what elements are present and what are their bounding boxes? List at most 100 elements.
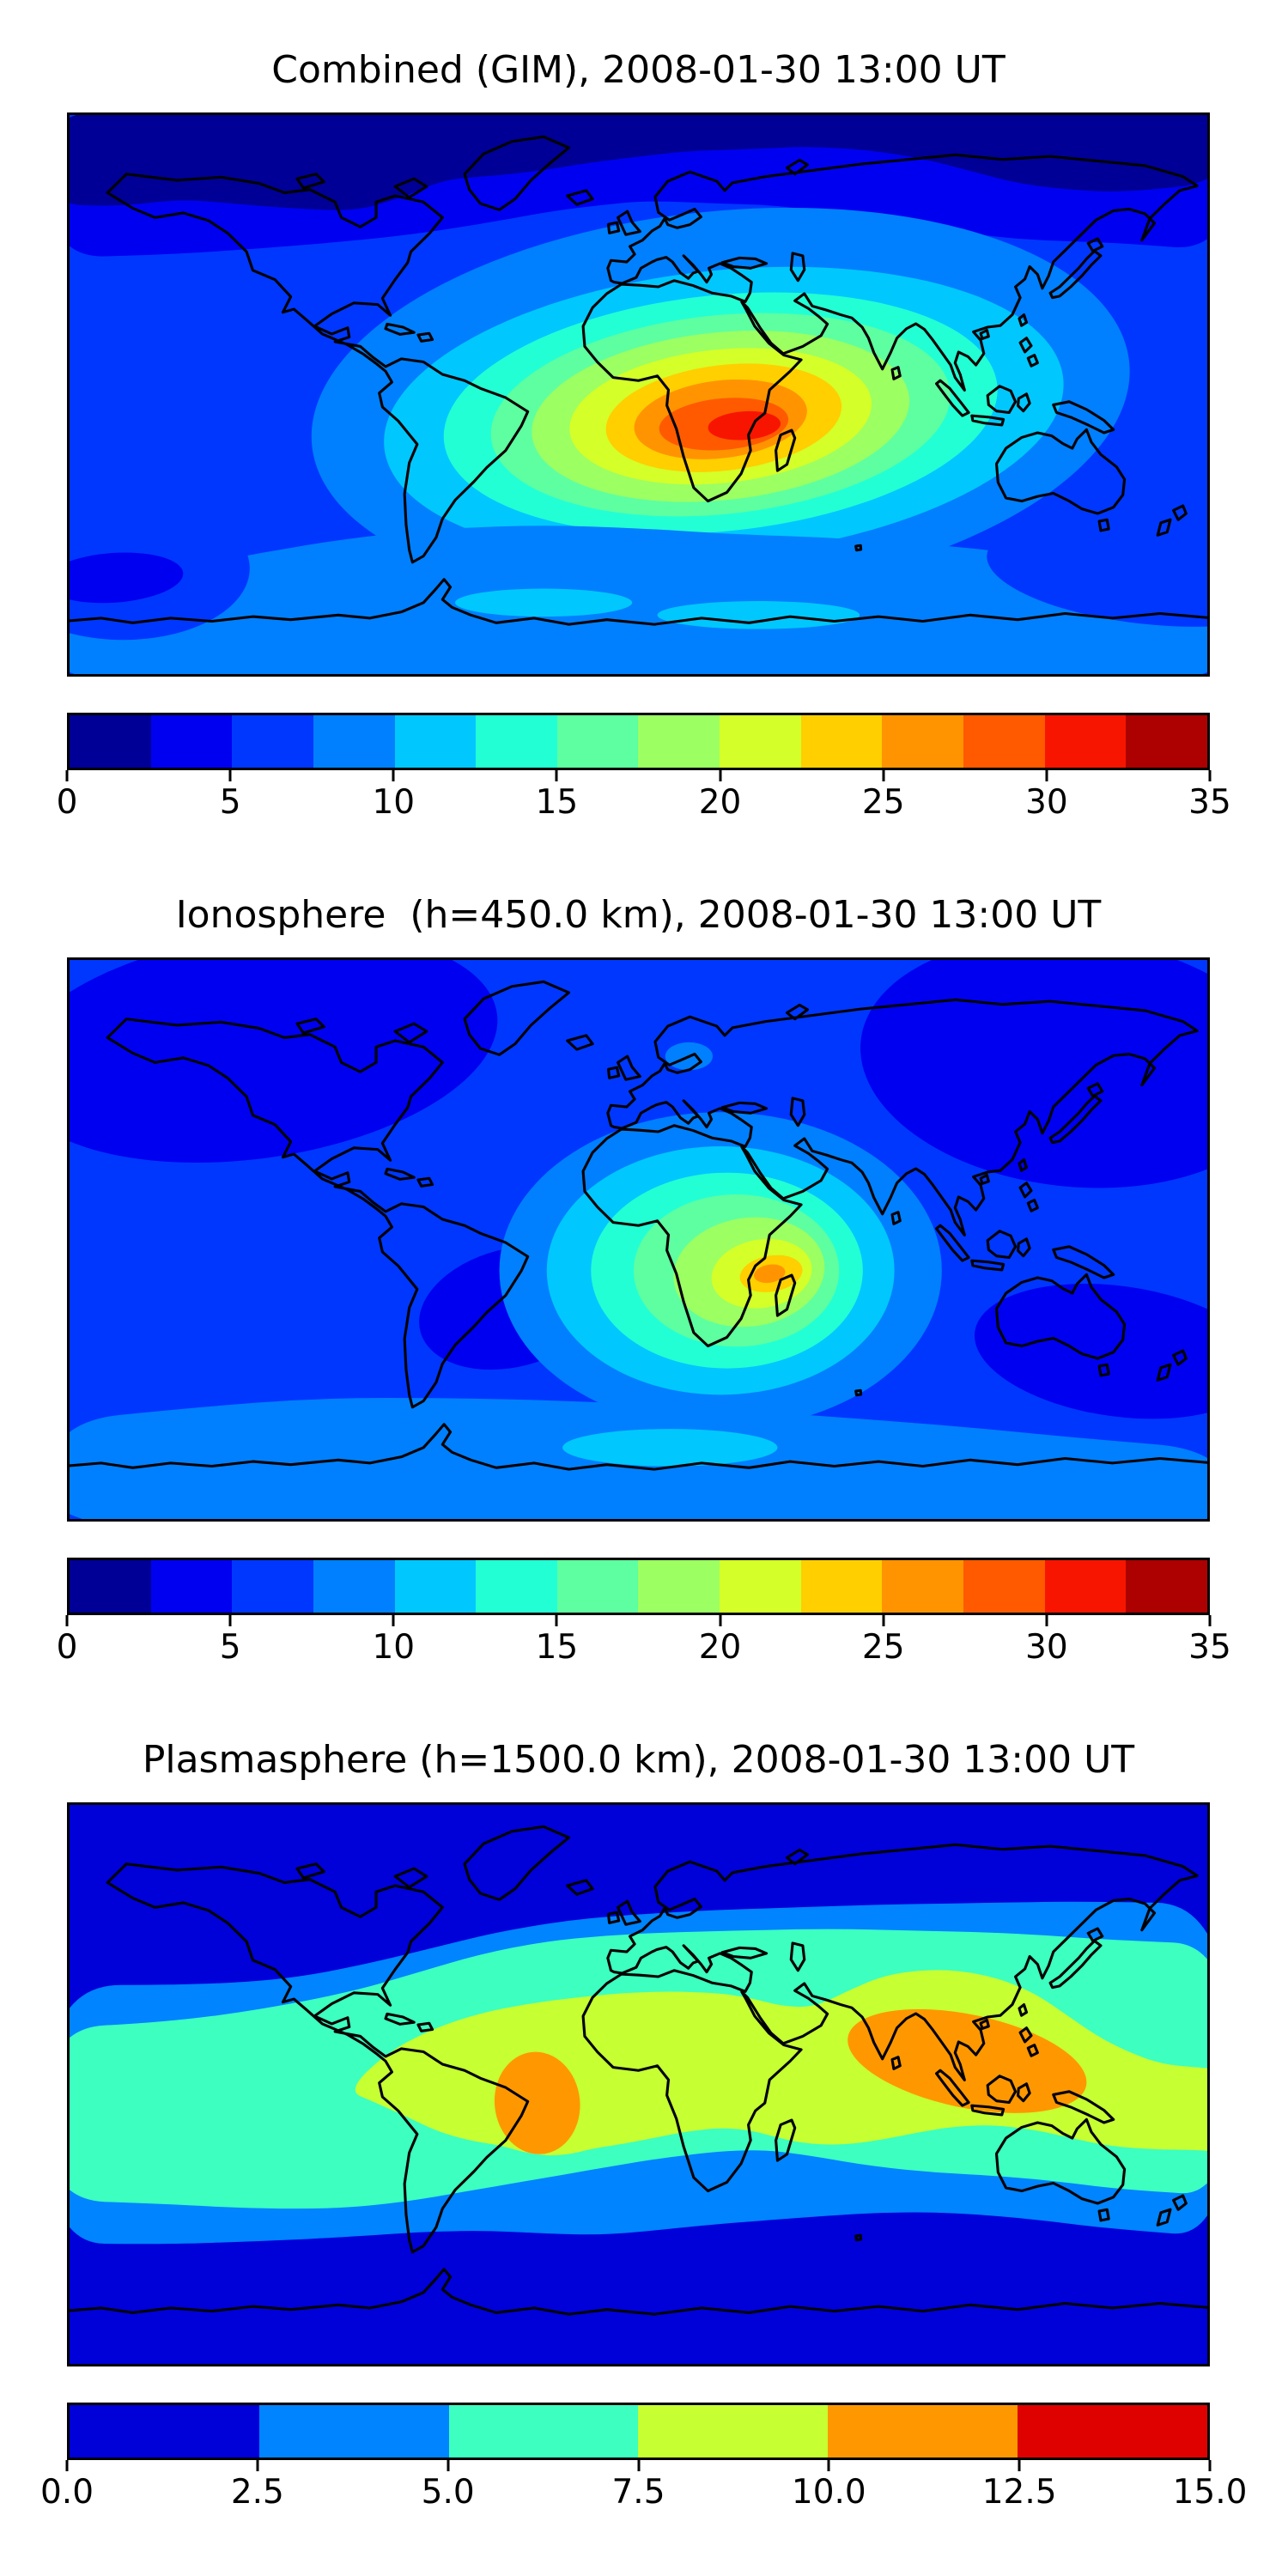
tick-mark xyxy=(392,1615,395,1626)
colorbar-segment xyxy=(232,1560,313,1613)
tick-label: 7.5 xyxy=(611,2473,665,2512)
tick-mark xyxy=(719,770,722,781)
contour-fill-region xyxy=(754,1264,786,1284)
colorbar-segment xyxy=(313,715,395,768)
colorbar-segment xyxy=(313,1560,395,1613)
map-combined-gim xyxy=(67,112,1210,677)
tick-mark xyxy=(65,2460,69,2471)
tick-mark xyxy=(827,2460,830,2471)
tick-label: 10 xyxy=(372,1628,416,1667)
panel-plasmasphere: Plasmasphere (h=1500.0 km), 2008-01-30 1… xyxy=(0,1690,1288,2535)
panel-title-combined-gim: Combined (GIM), 2008-01-30 13:00 UT xyxy=(271,48,1005,92)
tick-mark xyxy=(392,770,395,781)
tick-label: 35 xyxy=(1188,783,1231,822)
colorbar-segment xyxy=(1044,715,1127,768)
contour-fill-region xyxy=(455,588,633,617)
tick-label: 30 xyxy=(1025,783,1068,822)
contour-fill-band xyxy=(70,115,1207,210)
colorbar-segment xyxy=(638,2405,829,2458)
contour-fill-region xyxy=(657,601,860,629)
tick-label: 30 xyxy=(1025,1628,1068,1667)
contour-map-ionosphere xyxy=(70,960,1207,1519)
tick-mark xyxy=(1208,770,1212,781)
colorbar-segment xyxy=(70,715,151,768)
colorbar-ticks-ionosphere xyxy=(65,1615,1212,1627)
colorbar-segment xyxy=(1018,2405,1207,2458)
colorbar-segment xyxy=(1126,715,1207,768)
panel-title-plasmasphere: Plasmasphere (h=1500.0 km), 2008-01-30 1… xyxy=(142,1738,1135,1782)
tick-label: 5 xyxy=(219,1628,241,1667)
tick-label: 5 xyxy=(219,783,241,822)
colorbar-labels-ionosphere: 0 5 10 15 20 25 30 35 xyxy=(57,1628,1231,1669)
colorbar-segment xyxy=(448,2405,639,2458)
colorbar-segment xyxy=(638,715,720,768)
tick-mark xyxy=(637,2460,640,2471)
contour-fill-region xyxy=(494,2051,580,2154)
tick-mark xyxy=(228,1615,232,1626)
map-plasmasphere xyxy=(67,1802,1210,2366)
colorbar-segment xyxy=(394,715,477,768)
colorbar-segment xyxy=(70,2405,259,2458)
contour-fill-region xyxy=(70,552,184,604)
colorbar-segment xyxy=(394,1560,477,1613)
tick-mark xyxy=(447,2460,450,2471)
tick-label: 25 xyxy=(861,1628,905,1667)
panel-combined-gim: Combined (GIM), 2008-01-30 13:00 UT 0 5 10… xyxy=(0,0,1288,845)
colorbar-segment xyxy=(150,715,233,768)
colorbar-segment xyxy=(150,1560,233,1613)
colorbar-segment xyxy=(70,1560,151,1613)
coastline-path xyxy=(70,1825,1207,2316)
contour-fill-band xyxy=(70,526,1207,674)
colorbar-segment xyxy=(232,715,313,768)
tick-label: 20 xyxy=(698,1628,742,1667)
colorbar-segment xyxy=(963,715,1045,768)
tick-label: 10 xyxy=(372,783,416,822)
contour-fill-region xyxy=(708,410,781,440)
colorbar-segment xyxy=(720,1560,801,1613)
contour-map-plasmasphere xyxy=(70,1805,1207,2364)
panel-ionosphere: Ionosphere (h=450.0 km), 2008-01-30 13:0… xyxy=(0,845,1288,1690)
colorbar-segment xyxy=(882,715,964,768)
colorbar-segment xyxy=(556,1560,639,1613)
tick-mark xyxy=(256,2460,259,2471)
tick-label: 10.0 xyxy=(791,2473,866,2512)
colorbar-ionosphere xyxy=(67,1558,1210,1615)
colorbar-labels-combined-gim: 0 5 10 15 20 25 30 35 xyxy=(57,783,1231,824)
contour-map-combined-gim xyxy=(70,115,1207,674)
tick-label: 5.0 xyxy=(421,2473,475,2512)
panel-title-ionosphere: Ionosphere (h=450.0 km), 2008-01-30 13:0… xyxy=(175,893,1102,937)
tick-mark xyxy=(1045,770,1048,781)
colorbar-segment xyxy=(258,2405,449,2458)
contour-fill-region xyxy=(987,516,1207,627)
tick-label: 12.5 xyxy=(981,2473,1057,2512)
colorbar-ticks-combined-gim xyxy=(65,770,1212,782)
colorbar-plasmasphere xyxy=(67,2403,1210,2460)
tick-label: 0 xyxy=(56,1628,78,1667)
tick-label: 20 xyxy=(698,783,742,822)
tick-mark xyxy=(1208,1615,1212,1626)
colorbar-combined-gim xyxy=(67,713,1210,770)
contour-fill-region xyxy=(70,960,498,1163)
colorbar-labels-plasmasphere: 0.0 2.5 5.0 7.5 10.0 12.5 15.0 xyxy=(40,2473,1247,2514)
tick-label: 15.0 xyxy=(1172,2473,1248,2512)
colorbar-segment xyxy=(1126,1560,1207,1613)
map-ionosphere xyxy=(67,957,1210,1522)
tick-mark xyxy=(882,770,885,781)
colorbar-segment xyxy=(800,1560,883,1613)
coastline-path xyxy=(70,980,1207,1471)
tick-label: 2.5 xyxy=(230,2473,284,2512)
colorbar-segment xyxy=(476,715,557,768)
tick-label: 25 xyxy=(861,783,905,822)
colorbar-segment xyxy=(720,715,801,768)
tick-mark xyxy=(65,1615,69,1626)
tick-label: 15 xyxy=(535,783,579,822)
colorbar-segment xyxy=(828,2405,1018,2458)
tick-mark xyxy=(555,770,558,781)
tick-mark xyxy=(719,1615,722,1626)
tick-label: 0.0 xyxy=(39,2473,94,2512)
tick-mark xyxy=(65,770,69,781)
colorbar-segment xyxy=(476,1560,557,1613)
tick-mark xyxy=(1045,1615,1048,1626)
tick-mark xyxy=(228,770,232,781)
tick-mark xyxy=(555,1615,558,1626)
